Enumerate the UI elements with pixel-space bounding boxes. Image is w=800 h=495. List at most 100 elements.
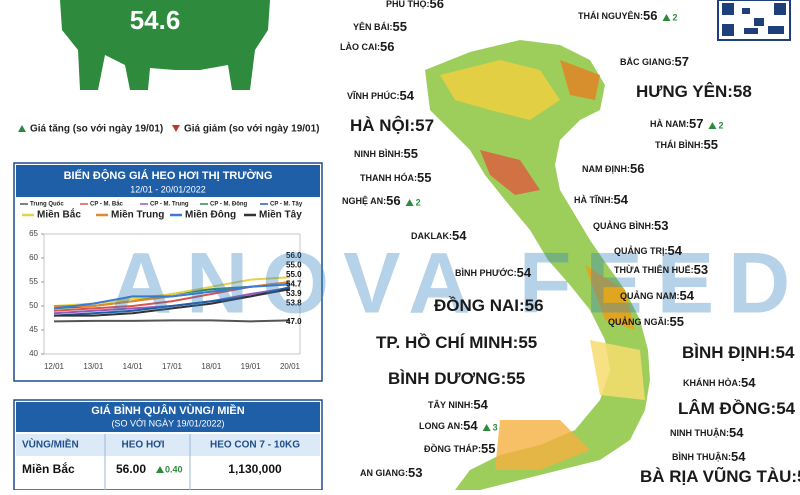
province-label: HÀ TĨNH:54 [574,192,629,207]
x-tick-label: 13/01 [83,362,104,371]
province-name: QUẢNG BÌNH: [593,220,654,231]
x-tick-label: 19/01 [241,362,262,371]
province-price: 56 [430,0,444,11]
series-line [54,288,291,317]
province-name: THÁI BÌNH: [655,140,704,150]
province-label: QUẢNG NAM:54 [620,288,695,303]
province-name: DAKLAK: [411,231,452,241]
province-name: LÀO CAI: [340,42,380,52]
y-tick-label: 55 [29,277,38,286]
chart-panel [13,162,323,382]
province-price: 56 [643,8,657,23]
legend-label: CP - M. Trung [150,202,189,208]
province-name: QUẢNG TRỊ: [614,245,668,256]
legend-label: Miền Đông [185,209,236,221]
province-change: 3 [493,422,498,432]
province-price: 54 [473,397,488,412]
legend-up: Giá tăng (so với ngày 19/01) [30,124,163,135]
province-price: 57 [675,54,689,69]
y-tick-label: 60 [29,253,38,262]
province-name: NINH BÌNH: [354,149,404,159]
province-name: HÀ NỘI: [350,116,415,135]
province-name: HÀ TĨNH: [574,195,614,205]
province-price: 56 [386,193,400,208]
legend-label: CP - M. Bắc [90,201,124,208]
province-label: QUẢNG BÌNH:53 [593,218,668,233]
up-triangle [482,424,491,431]
province-label: BẮC GIANG:57 [620,54,689,69]
province-price: 54 [731,449,746,464]
province-price: 55 [518,333,537,352]
map-region [495,420,590,470]
province-label: BÌNH PHƯỚC:54 [455,265,532,280]
x-tick-label: 20/01 [280,362,301,371]
province-price: 56 [630,161,644,176]
province-label: VĨNH PHÚC:54 [347,88,415,103]
province-price: 55 [481,441,495,456]
province-label: DAKLAK:54 [411,228,467,243]
province-label: BÀ RỊA VŨNG TÀU:55 [640,466,800,486]
province-price: 55 [417,170,431,185]
up-triangle [18,125,26,132]
legend-down: Giá giảm (so với ngày 19/01) [184,124,320,135]
plot-area [43,233,301,355]
x-tick-label: 12/01 [44,362,65,371]
province-name: KHÁNH HÒA: [683,377,741,388]
province-name: BÌNH PHƯỚC: [455,267,517,278]
province-name: THÁI NGUYÊN: [578,10,643,21]
end-label: 53.9 [286,289,302,298]
province-label: TÂY NINH:54 [428,397,489,412]
province-price: 53 [408,465,422,480]
map-region [590,340,645,400]
table-header-row [16,434,320,456]
up-triangle [662,14,671,21]
watermark: ANOVA FEED [110,236,800,332]
vietnam-map [425,40,650,490]
map-region [480,150,540,195]
province-label: NINH THUẬN:54 [670,425,744,440]
province-label: NINH BÌNH:55 [354,146,418,161]
chart-title-bar [16,165,320,197]
y-tick-label: 45 [29,325,38,334]
province-label: AN GIANG:53 [360,465,422,480]
line-chart: Trung Quốc CP - M. Bắc CP - M. Trung CP - M… [20,201,303,371]
down-triangle [172,125,180,132]
province-change: 2 [416,197,421,207]
province-price: 54 [776,343,795,362]
province-label: KHÁNH HÒA:54 [683,375,756,390]
province-price: 53 [694,262,708,277]
table-cell: Miền Bắc [22,461,75,476]
up-triangle [405,199,414,206]
up-triangle [708,122,717,129]
province-label: THỪA THIÊN HUẾ:53 [614,262,708,277]
province-label: LÀO CAI:56 [340,39,394,54]
province-label: BÌNH DƯƠNG:55 [388,369,525,388]
province-name: BÀ RỊA VŨNG TÀU: [640,466,797,486]
province-name: THỪA THIÊN HUẾ: [614,264,694,275]
legend-label: Trung Quốc [30,201,64,208]
province-label: THÁI BÌNH:55 [655,137,718,152]
province-label: HƯNG YÊN:58 [636,82,752,101]
chart-title: BIẾN ĐỘNG GIÁ HEO HƠI THỊ TRƯỜNG [64,169,273,182]
province-name: AN GIANG: [360,468,408,478]
province-name: BÌNH DƯƠNG: [388,369,506,388]
province-name: THANH HÓA: [360,172,417,183]
province-label: THANH HÓA:55 [360,170,431,185]
end-label: 55.0 [286,261,302,270]
province-label: YÊN BÁI:55 [353,19,407,34]
province-change: 2 [672,12,677,22]
end-label: 47.0 [286,317,302,326]
province-price: 55 [670,314,684,329]
province-price: 58 [733,82,752,101]
province-label: LÂM ĐỒNG:54 [678,399,796,418]
table-change: 0.40 [165,464,183,474]
province-name: PHÚ THỌ: [386,0,430,9]
chart-subtitle: 12/01 - 20/01/2022 [130,184,206,194]
province-price: 55 [506,369,525,388]
map-region [585,265,635,330]
province-price: 57 [415,116,434,135]
qr-code [717,0,791,41]
province-name: HÀ NAM: [650,119,689,129]
province-label: LONG AN:54 [419,418,478,433]
province-name: BẮC GIANG: [620,57,675,67]
